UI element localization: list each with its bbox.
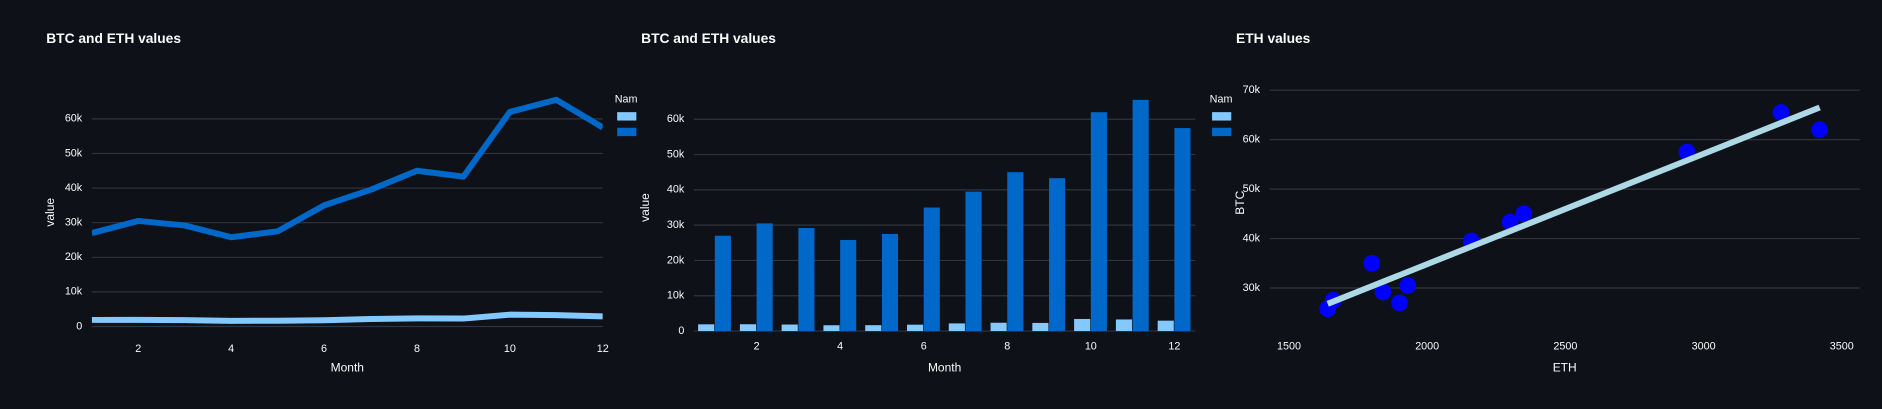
- x-tick-label: 8: [414, 343, 420, 355]
- legend-swatch: [617, 127, 637, 137]
- x-tick-label: 4: [228, 343, 234, 355]
- x-axis-title: ETH: [1553, 360, 1577, 374]
- y-tick-label: 40k: [667, 184, 685, 196]
- trendline: [1326, 104, 1821, 307]
- x-tick-label: 6: [921, 340, 927, 352]
- y-tick-label: 20k: [667, 254, 685, 266]
- legend-swatch: [617, 112, 637, 121]
- chart-title: BTC and ETH values: [46, 31, 181, 46]
- x-tick-label: 12: [1168, 340, 1180, 352]
- bar: [739, 324, 756, 332]
- y-tick-label: 50k: [65, 147, 83, 159]
- bar: [823, 325, 840, 332]
- x-tick-label: 2: [754, 340, 760, 352]
- bar: [990, 322, 1007, 332]
- bar: [756, 223, 773, 332]
- x-tick-label: 3500: [1830, 340, 1854, 352]
- y-tick-label: 60k: [1243, 133, 1261, 145]
- bar: [781, 324, 798, 332]
- y-tick-label: 30k: [667, 219, 685, 231]
- line-series: [91, 311, 603, 324]
- bar: [948, 323, 965, 332]
- scatter-point: [1811, 121, 1829, 139]
- y-tick-label: 30k: [1243, 282, 1261, 294]
- scatter-point: [1515, 205, 1533, 223]
- bar: [1049, 178, 1066, 332]
- bar: [965, 191, 982, 332]
- y-tick-label: 30k: [65, 217, 83, 229]
- legend-title: Name: [1210, 93, 1239, 105]
- x-axis-title: Month: [331, 360, 364, 374]
- bar: [1132, 99, 1149, 332]
- bar: [840, 239, 857, 332]
- bar: [1115, 319, 1133, 332]
- legend-title: Name: [615, 93, 644, 105]
- y-tick-label: 40k: [1243, 232, 1261, 244]
- bar: [698, 324, 715, 332]
- chart-title: ETH values: [1236, 31, 1311, 46]
- y-tick-label: 60k: [65, 113, 83, 125]
- bar: [1007, 172, 1024, 332]
- bar: [1157, 320, 1174, 332]
- y-axis-title: value: [43, 198, 57, 227]
- x-tick-label: 8: [1004, 340, 1010, 352]
- y-tick-label: 40k: [65, 182, 83, 194]
- legend-swatch: [1212, 112, 1232, 121]
- x-tick-label: 3000: [1692, 340, 1716, 352]
- scatter-point: [1772, 104, 1790, 121]
- y-axis-title: value: [638, 193, 652, 222]
- bar: [923, 207, 940, 332]
- bar: [1074, 318, 1091, 332]
- bar: [906, 324, 924, 332]
- x-tick-label: 6: [321, 343, 327, 355]
- x-tick-label: 12: [597, 343, 609, 355]
- x-tick-label: 10: [1085, 340, 1097, 352]
- x-tick-label: 1500: [1277, 340, 1301, 352]
- y-tick-label: 50k: [1243, 183, 1261, 195]
- scatter-point: [1363, 254, 1381, 272]
- y-tick-label: 50k: [667, 148, 685, 160]
- x-tick-label: 2: [135, 343, 141, 355]
- y-tick-label: 10k: [65, 286, 83, 298]
- bar: [865, 325, 882, 332]
- scatter-point: [1374, 283, 1392, 301]
- bar: [1090, 112, 1107, 332]
- x-tick-label: 2500: [1553, 340, 1577, 352]
- y-tick-label: 70k: [1243, 84, 1261, 96]
- legend-swatch: [1212, 127, 1232, 137]
- bar: [1032, 322, 1049, 332]
- bar: [714, 235, 731, 332]
- line-series: [91, 96, 603, 241]
- y-axis-title: BTC: [1233, 190, 1247, 214]
- x-tick-label: 4: [837, 340, 843, 352]
- y-tick-label: 10k: [667, 290, 685, 302]
- scatter-point: [1399, 277, 1417, 294]
- y-tick-label: 0: [678, 325, 684, 337]
- x-tick-label: 10: [504, 343, 516, 355]
- y-tick-label: 0: [76, 320, 82, 332]
- bar: [1174, 128, 1191, 332]
- scatter-point: [1391, 294, 1408, 312]
- y-tick-label: 60k: [667, 113, 685, 125]
- bar: [881, 233, 899, 332]
- bar: [798, 227, 815, 332]
- y-tick-label: 20k: [65, 251, 83, 263]
- chart-title: BTC and ETH values: [641, 31, 776, 46]
- x-axis-title: Month: [928, 360, 961, 374]
- x-tick-label: 2000: [1415, 340, 1439, 352]
